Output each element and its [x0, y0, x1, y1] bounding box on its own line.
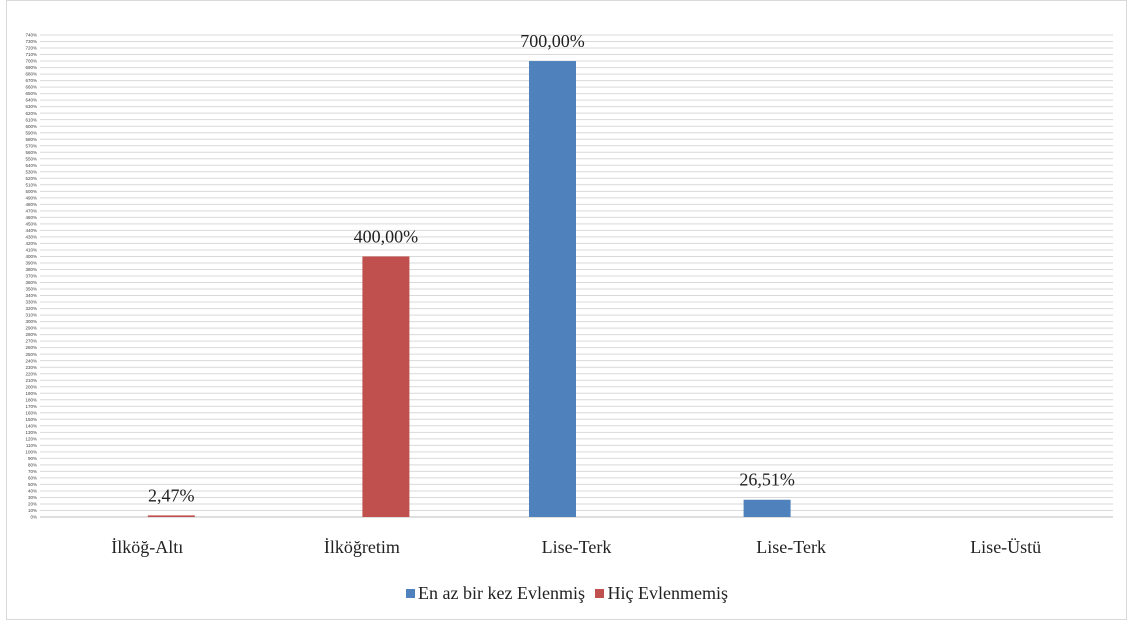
y-tick-label: 360% [25, 280, 37, 285]
y-tick-label: 310% [25, 313, 37, 318]
y-tick-label: 270% [25, 339, 37, 344]
y-tick-label: 260% [25, 345, 37, 350]
y-tick-label: 170% [25, 404, 37, 409]
y-tick-label: 720% [25, 46, 37, 51]
y-tick-label: 40% [28, 489, 37, 494]
y-tick-label: 60% [28, 476, 37, 481]
y-tick-label: 440% [25, 228, 37, 233]
y-tick-label: 700% [25, 59, 37, 64]
y-tick-label: 680% [25, 72, 37, 77]
y-tick-label: 110% [26, 443, 37, 448]
y-tick-label: 30% [28, 495, 37, 500]
y-tick-label: 670% [25, 78, 37, 83]
y-tick-label: 90% [28, 456, 37, 461]
legend-label-series-1: Hiç Evlenmemiş [607, 583, 728, 603]
y-tick-label: 230% [25, 365, 37, 370]
y-tick-label: 380% [25, 267, 37, 272]
y-tick-label: 630% [25, 104, 37, 109]
y-tick-label: 390% [25, 261, 37, 266]
y-tick-label: 540% [25, 163, 37, 168]
y-tick-label: 280% [25, 332, 37, 337]
y-tick-label: 20% [28, 502, 37, 507]
y-tick-label: 370% [25, 274, 37, 279]
legend-item-series-0: En az bir kez Evlenmiş [406, 583, 585, 604]
y-tick-label: 160% [25, 410, 37, 415]
y-tick-label: 200% [25, 384, 37, 389]
y-tick-label: 10% [28, 508, 37, 513]
y-tick-label: 420% [25, 241, 37, 246]
y-tick-label: 600% [25, 124, 37, 129]
y-tick-label: 470% [25, 208, 37, 213]
y-tick-label: 640% [25, 98, 37, 103]
y-tick-label: 570% [25, 143, 37, 148]
y-tick-label: 210% [25, 378, 37, 383]
data-label: 700,00% [520, 31, 585, 51]
legend-item-series-1: Hiç Evlenmemiş [595, 583, 728, 604]
y-tick-label: 150% [25, 417, 37, 422]
y-tick-label: 710% [25, 52, 37, 57]
y-tick-label: 50% [28, 482, 37, 487]
y-tick-label: 180% [25, 397, 37, 402]
y-tick-label: 500% [25, 189, 37, 194]
chart-legend: En az bir kez Evlenmiş Hiç Evlenmemiş [0, 582, 1134, 604]
y-tick-label: 250% [25, 352, 37, 357]
data-label: 26,51% [739, 470, 795, 490]
x-tick-label: İlköğretim [324, 537, 400, 557]
y-tick-label: 610% [25, 117, 37, 122]
y-tick-label: 70% [28, 469, 37, 474]
y-tick-label: 190% [25, 391, 37, 396]
y-tick-label: 330% [25, 300, 37, 305]
y-tick-label: 120% [25, 436, 37, 441]
y-tick-label: 80% [28, 462, 37, 467]
y-tick-label: 520% [25, 176, 37, 181]
y-tick-label: 320% [25, 306, 37, 311]
y-tick-label: 550% [25, 156, 37, 161]
y-tick-label: 220% [25, 371, 37, 376]
y-tick-label: 350% [25, 287, 37, 292]
x-tick-label: Lise-Üstü [970, 537, 1041, 557]
data-label: 2,47% [148, 485, 195, 505]
bar-1-0 [147, 515, 195, 517]
y-tick-label: 300% [25, 319, 37, 324]
y-tick-label: 510% [25, 182, 37, 187]
y-tick-label: 460% [25, 215, 37, 220]
y-tick-label: 560% [25, 150, 37, 155]
bar-0-3 [743, 499, 791, 517]
y-tick-label: 240% [25, 358, 37, 363]
y-tick-label: 340% [25, 293, 37, 298]
y-tick-label: 660% [25, 85, 37, 90]
y-tick-label: 650% [25, 91, 37, 96]
y-tick-label: 290% [25, 326, 37, 331]
y-tick-label: 690% [25, 65, 37, 70]
y-tick-label: 480% [25, 202, 37, 207]
y-tick-label: 100% [25, 449, 37, 454]
x-tick-label: İlköğ-Altı [111, 537, 183, 557]
x-tick-label: Lise-Terk [756, 537, 826, 557]
y-tick-label: 530% [25, 169, 37, 174]
legend-label-series-0: En az bir kez Evlenmiş [418, 583, 585, 603]
y-tick-label: 0% [30, 515, 37, 520]
y-tick-label: 580% [25, 137, 37, 142]
bar-0-2 [529, 61, 576, 518]
y-tick-label: 740% [25, 33, 37, 38]
y-tick-label: 400% [25, 254, 37, 259]
y-tick-label: 410% [25, 248, 37, 253]
y-tick-label: 140% [25, 423, 37, 428]
bar-1-1 [362, 256, 410, 517]
y-tick-label: 590% [25, 130, 37, 135]
y-tick-label: 490% [25, 195, 37, 200]
x-tick-label: Lise-Terk [542, 537, 612, 557]
y-tick-label: 730% [25, 39, 37, 44]
legend-swatch-series-1 [595, 589, 605, 598]
y-tick-label: 430% [25, 235, 37, 240]
y-tick-label: 620% [25, 111, 37, 116]
legend-swatch-series-0 [406, 589, 416, 598]
data-label: 400,00% [354, 226, 419, 246]
y-tick-label: 130% [25, 430, 37, 435]
y-tick-label: 450% [25, 221, 37, 226]
